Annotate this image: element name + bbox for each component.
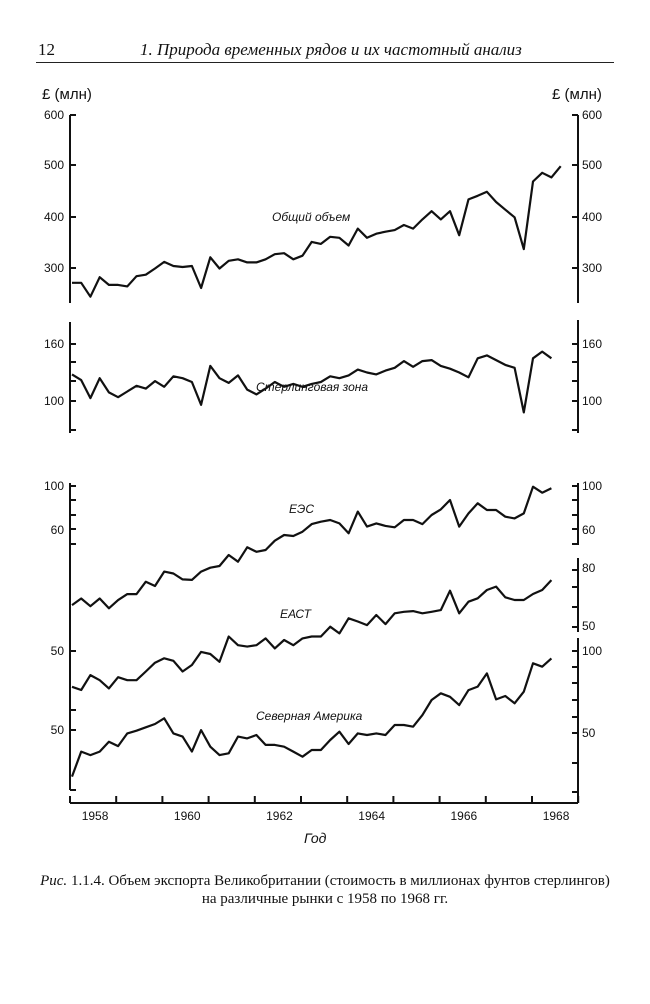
y-tick-label: 300: [44, 261, 64, 275]
y-tick-label: 160: [44, 337, 64, 351]
y-tick-label: 160: [582, 337, 602, 351]
y-tick-label: 600: [44, 108, 64, 122]
y-tick-label: 50: [51, 723, 65, 737]
series-lines: [70, 165, 562, 777]
x-tick-label: 1968: [543, 809, 570, 823]
y-tick-label: 100: [582, 644, 602, 658]
series-label-efta: ЕАСТ: [280, 607, 311, 621]
series-line-1: [71, 350, 553, 414]
y-tick-label: 60: [582, 523, 596, 537]
x-axis-title: Год: [304, 830, 327, 846]
series-label-total: Общий объем: [272, 210, 351, 224]
y-tick-label: 500: [582, 158, 602, 172]
x-tick-label: 1964: [358, 809, 385, 823]
y-tick-label: 50: [582, 726, 596, 740]
x-tick-label: 1960: [174, 809, 201, 823]
series-line-4: [70, 657, 553, 777]
y-tick-label: 50: [51, 644, 65, 658]
export-chart: 1958 1960 1962 1964 1966 1968 600 500 400 300 600 5…: [44, 108, 602, 823]
x-tick-label: 1962: [266, 809, 293, 823]
y-tick-label: 100: [582, 394, 602, 408]
y-tick-label: 100: [582, 479, 602, 493]
y-unit-right: £ (млн): [552, 86, 602, 103]
y-tick-label: 400: [44, 210, 64, 224]
y-tick-label: 600: [582, 108, 602, 122]
running-title: 1. Природа временных рядов и их частотны…: [140, 40, 522, 59]
caption-prefix: Рис.: [40, 873, 68, 889]
series-label-eec: ЕЭС: [289, 502, 314, 516]
y-tick-label: 60: [51, 523, 65, 537]
series-line-0: [72, 165, 562, 298]
figure-caption: Рис. 1.1.4. Объем экспорта Великобритани…: [40, 872, 610, 908]
y-tick-label: 100: [44, 394, 64, 408]
y-tick-label: 500: [44, 158, 64, 172]
x-tick-label: 1958: [82, 809, 109, 823]
series-label-sterling: Стерлинговая зона: [256, 380, 369, 394]
caption-text: 1.1.4. Объем экспорта Великобритании (ст…: [70, 873, 610, 907]
page-number: 12: [38, 40, 55, 59]
y-tick-label: 50: [582, 619, 596, 633]
header-rule: [36, 62, 614, 63]
tick-labels: 1958 1960 1962 1964 1966 1968 600 500 400 300 600 5…: [44, 108, 602, 823]
y-tick-label: 80: [582, 561, 596, 575]
x-tick-label: 1966: [450, 809, 477, 823]
axes: [69, 114, 580, 804]
y-tick-label: 100: [44, 479, 64, 493]
series-line-3: [71, 579, 553, 692]
series-label-north-america: Северная Америка: [256, 709, 363, 723]
y-unit-left: £ (млн): [42, 86, 92, 103]
y-tick-label: 300: [582, 261, 602, 275]
y-tick-label: 400: [582, 210, 602, 224]
series-line-2: [71, 485, 552, 610]
